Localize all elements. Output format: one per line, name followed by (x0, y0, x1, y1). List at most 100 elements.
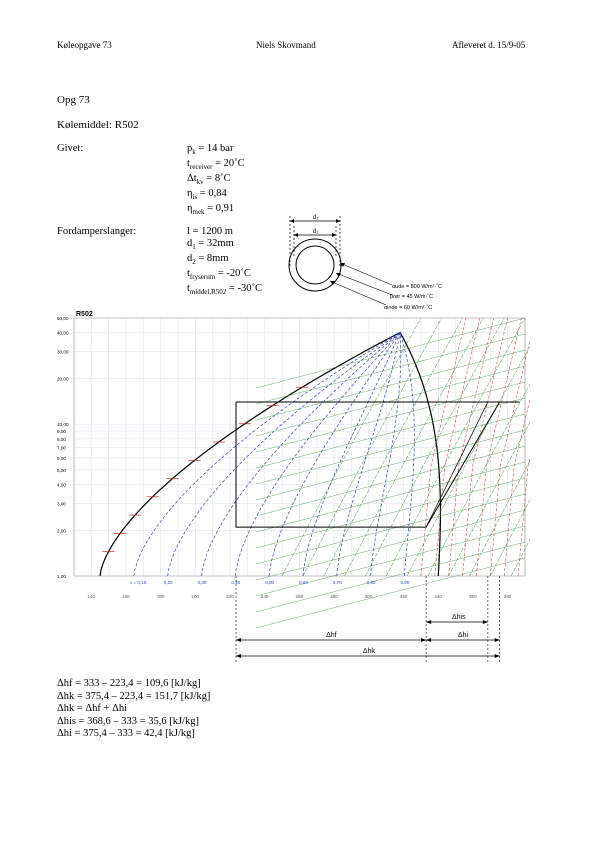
enthalpy-tick-label: 220 (226, 594, 234, 599)
refrigerant-label: Kølemiddel: R502 (57, 119, 139, 131)
pressure-tick-label: 40,00 (57, 331, 69, 336)
enthalpy-tick-label: 300 (365, 594, 373, 599)
quality-line (133, 332, 401, 577)
evap-tmiddel: tmiddel,R502 = -30˚C (187, 283, 262, 297)
volume-line (256, 333, 526, 405)
quality-label: 0,30 (197, 580, 206, 585)
pressure-tick-label: 1,00 (57, 574, 66, 579)
pressure-tick-label: 50,00 (57, 316, 69, 321)
isotherm-line (462, 317, 508, 577)
given-treceiver: treceiver = 20˚C (187, 158, 245, 172)
page-title: Opg 73 (57, 94, 90, 106)
refrigeration-cycle (235, 401, 520, 528)
enthalpy-tick-label: 180 (157, 594, 165, 599)
dim-dhf-arrow-left (236, 638, 242, 642)
given-list: pk = 14 bar treceiver = 20˚C Δtkv = 8˚C … (187, 143, 245, 218)
enthalpy-tick-label: 340 (434, 594, 442, 599)
quality-label: 0,80 (367, 580, 376, 585)
enthalpy-tick-label: 260 (296, 594, 304, 599)
log-ph-diagram: R502 50,00 40,00 30,00 20,00 10,00 9,00 8,00 7,… (57, 311, 530, 662)
dim-dhk-arrow-left (236, 654, 242, 658)
dim-dhi-arrow-left (426, 638, 432, 642)
result-dhk: Δhk = 375,4 – 223,4 = 151,7 [kJ/kg] (57, 690, 211, 702)
isentrope-line (448, 421, 530, 577)
isotherm-line (434, 317, 481, 577)
volume-line (256, 365, 526, 437)
alpha-ude-label: αude = 800 W/m²·˚C (392, 283, 442, 290)
volume-line (256, 461, 526, 533)
given-eta-mek: ηmek = 0,91 (187, 203, 235, 217)
d1-label: d₁ (313, 229, 318, 235)
evap-length: l = 1200 m (187, 226, 233, 237)
evaporator-label: Fordamperslanger: (57, 226, 137, 237)
quality-label: 0,70 (333, 580, 342, 585)
quality-label: 0,60 (299, 580, 308, 585)
quality-line (302, 332, 401, 577)
saturation-dome (99, 331, 442, 577)
enthalpy-tick-label: 160 (122, 594, 130, 599)
volume-line (256, 381, 526, 453)
enthalpy-tick-label: 280 (330, 594, 338, 599)
isentrope-line (323, 317, 463, 577)
volume-line (256, 429, 526, 501)
isentrope-line (386, 317, 526, 577)
pressure-tick-label: 3,00 (57, 502, 66, 507)
pressure-tick-label: 6,00 (57, 456, 66, 461)
volume-line (256, 477, 526, 549)
volume-line (256, 445, 526, 517)
given-dtkv: Δtkv = 8˚C (187, 173, 231, 187)
volume-line (256, 397, 526, 469)
dim-dhf-label: Δhf (326, 632, 337, 639)
dim-dhis-label: Δhis (452, 614, 466, 621)
enthalpy-tick-label: 140 (87, 594, 95, 599)
evap-d1: d1 = 32mm (187, 238, 234, 252)
diagram-title: R502 (76, 311, 93, 318)
isentrope-line (469, 460, 530, 577)
header-right: Afleveret d. 15/9-05 (452, 40, 526, 50)
pressure-tick-label: 9,00 (57, 429, 66, 434)
dim-dhi-label: Δhi (458, 632, 469, 639)
quality-line (268, 332, 401, 577)
volume-line (256, 349, 526, 421)
pressure-tick-label: 4,00 (57, 483, 66, 488)
result-dhk-sum: Δhk = Δhf + Δhi (57, 703, 128, 714)
dim-dhi-arrow-right (494, 638, 500, 642)
dim-dhk-label: Δhk (363, 648, 376, 655)
pressure-tick-label: 30,00 (57, 350, 69, 355)
isentrope-line (490, 499, 530, 577)
enthalpy-tick-label: 380 (504, 594, 512, 599)
isentrope-line (281, 317, 422, 577)
volume-line (256, 413, 526, 485)
volume-line (256, 541, 526, 613)
results: Δhf = 333 – 223,4 = 109,6 [kJ/kg] Δhk = … (57, 678, 210, 741)
evap-d2: d2 = 8mm (187, 253, 229, 267)
given-pk: pk = 14 bar (187, 143, 234, 157)
pressure-tick-label: 8,00 (57, 437, 66, 442)
isentrope-line (302, 317, 442, 577)
quality-line (370, 332, 402, 577)
pressure-tick-label: 7,00 (57, 446, 66, 451)
enthalpy-tick-label: 240 (261, 594, 269, 599)
isentrope-line (406, 345, 530, 577)
pressure-tick-label: 20,00 (57, 376, 69, 381)
isotherm-line (517, 456, 530, 577)
pressure-tick-label: 5,00 (57, 468, 66, 473)
quality-line (167, 332, 401, 577)
quality-label: 0,20 (164, 580, 173, 585)
isotherm-line (503, 398, 530, 577)
enthalpy-tick-label: 360 (469, 594, 477, 599)
alpha-inde-label: αinde = 60 W/m²·˚C (384, 304, 432, 311)
dim-dhis-arrow-right (482, 620, 488, 624)
quality-label: 0,90 (400, 580, 409, 585)
header-left: Køleopgave 73 (57, 40, 112, 50)
enthalpy-tick-label: 200 (191, 594, 199, 599)
dim-dhis-arrow-left (426, 620, 432, 624)
enthalpy-tick-label: 320 (400, 594, 408, 599)
quality-label: 0,40 (231, 580, 240, 585)
result-dhf: Δhf = 333 – 223,4 = 109,6 [kJ/kg] (57, 678, 201, 689)
evap-tfryserum: tfryserum = -20˚C (187, 268, 251, 282)
volume-line (256, 525, 526, 597)
pressure-tick-label: 10,00 (57, 422, 69, 427)
volume-line (256, 509, 526, 581)
volume-line (256, 493, 526, 565)
